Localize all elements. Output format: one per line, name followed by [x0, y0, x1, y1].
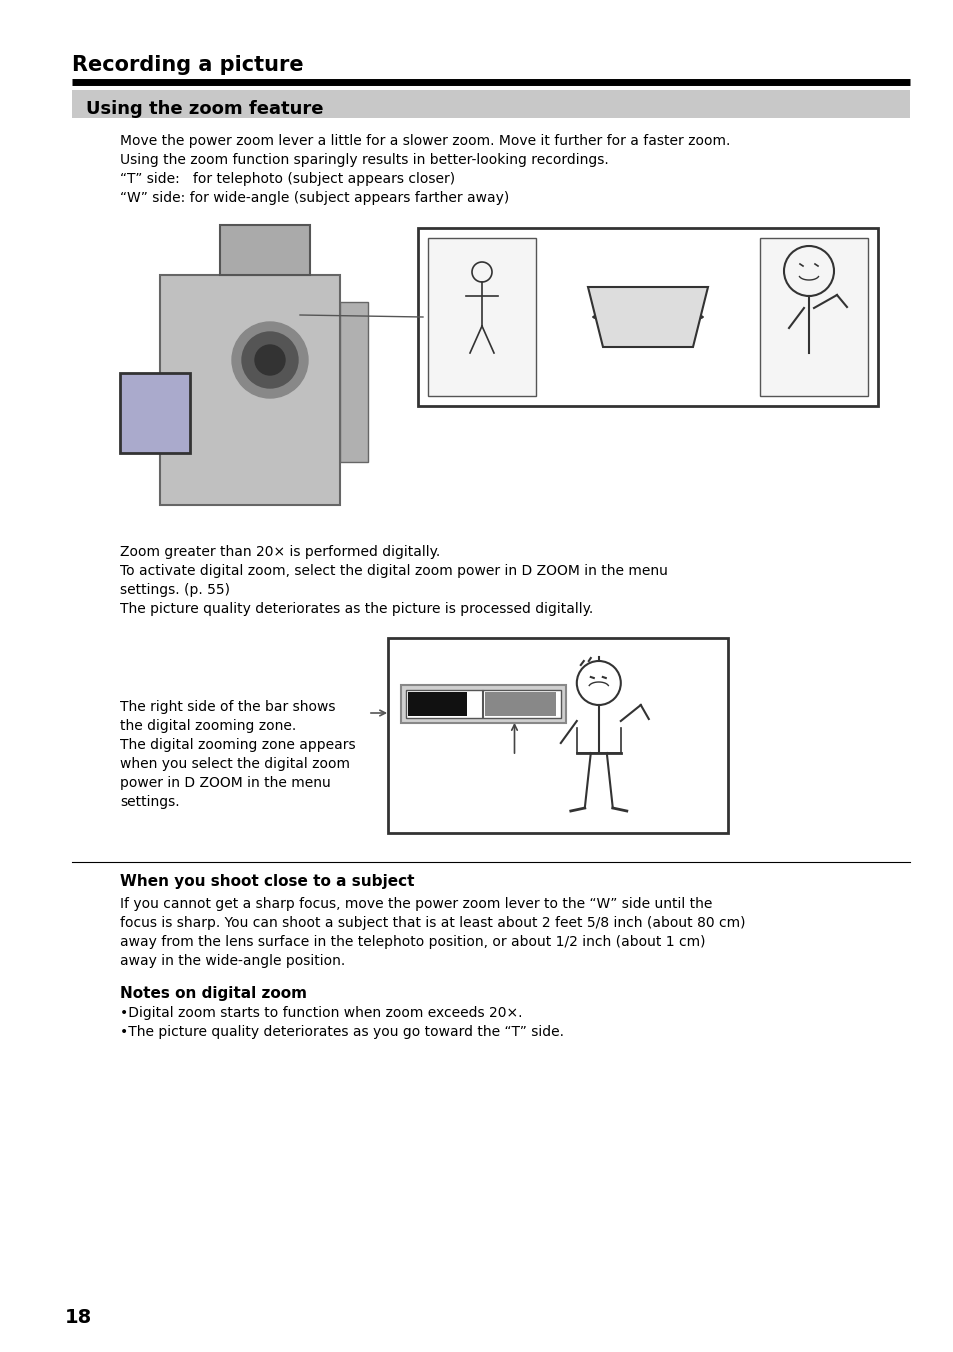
Text: the digital zooming zone.: the digital zooming zone.	[120, 719, 296, 733]
Text: focus is sharp. You can shoot a subject that is at least about 2 feet 5/8 inch (: focus is sharp. You can shoot a subject …	[120, 917, 744, 930]
Text: Zoom greater than 20× is performed digitally.: Zoom greater than 20× is performed digit…	[120, 545, 439, 558]
Text: When you shoot close to a subject: When you shoot close to a subject	[120, 873, 414, 890]
Bar	[71, 91, 909, 118]
Text: when you select the digital zoom: when you select the digital zoom	[120, 757, 350, 771]
Bar	[160, 274, 339, 506]
Text: settings.: settings.	[120, 795, 179, 808]
Bar	[339, 301, 368, 461]
Text: Using the zoom function sparingly results in better-looking recordings.: Using the zoom function sparingly result…	[120, 153, 608, 168]
Text: Notes on digital zoom: Notes on digital zoom	[120, 986, 307, 1000]
Text: The right side of the bar shows: The right side of the bar shows	[120, 700, 335, 714]
Circle shape	[242, 333, 297, 388]
Polygon shape	[587, 287, 707, 347]
Text: If you cannot get a sharp focus, move the power zoom lever to the “W” side until: If you cannot get a sharp focus, move th…	[120, 896, 712, 911]
Text: The picture quality deteriorates as the picture is processed digitally.: The picture quality deteriorates as the …	[120, 602, 593, 617]
Bar	[760, 238, 867, 396]
Bar	[428, 238, 536, 396]
Circle shape	[232, 322, 308, 397]
Bar	[417, 228, 877, 406]
Text: “T” side:   for telephoto (subject appears closer): “T” side: for telephoto (subject appears…	[120, 172, 455, 187]
Text: •The picture quality deteriorates as you go toward the “T” side.: •The picture quality deteriorates as you…	[120, 1025, 563, 1038]
Bar	[408, 692, 466, 717]
Text: Recording a picture: Recording a picture	[71, 55, 303, 74]
Bar	[120, 373, 190, 453]
Bar	[388, 638, 727, 833]
Bar	[485, 692, 556, 717]
Text: Using the zoom feature: Using the zoom feature	[86, 100, 323, 118]
Text: The digital zooming zone appears: The digital zooming zone appears	[120, 738, 355, 752]
Text: power in D ZOOM in the menu: power in D ZOOM in the menu	[120, 776, 331, 790]
Bar	[400, 685, 565, 723]
Text: Move the power zoom lever a little for a slower zoom. Move it further for a fast: Move the power zoom lever a little for a…	[120, 134, 730, 147]
Text: settings. (p. 55): settings. (p. 55)	[120, 583, 230, 598]
Bar	[220, 224, 310, 274]
Text: away in the wide-angle position.: away in the wide-angle position.	[120, 955, 345, 968]
Text: To activate digital zoom, select the digital zoom power in D ZOOM in the menu: To activate digital zoom, select the dig…	[120, 564, 667, 579]
Circle shape	[254, 345, 285, 375]
Text: away from the lens surface in the telephoto position, or about 1/2 inch (about 1: away from the lens surface in the teleph…	[120, 936, 705, 949]
Bar	[406, 690, 560, 718]
Text: •Digital zoom starts to function when zoom exceeds 20×.: •Digital zoom starts to function when zo…	[120, 1006, 522, 1019]
Text: 18: 18	[65, 1307, 92, 1328]
Text: “W” side: for wide-angle (subject appears farther away): “W” side: for wide-angle (subject appear…	[120, 191, 509, 206]
